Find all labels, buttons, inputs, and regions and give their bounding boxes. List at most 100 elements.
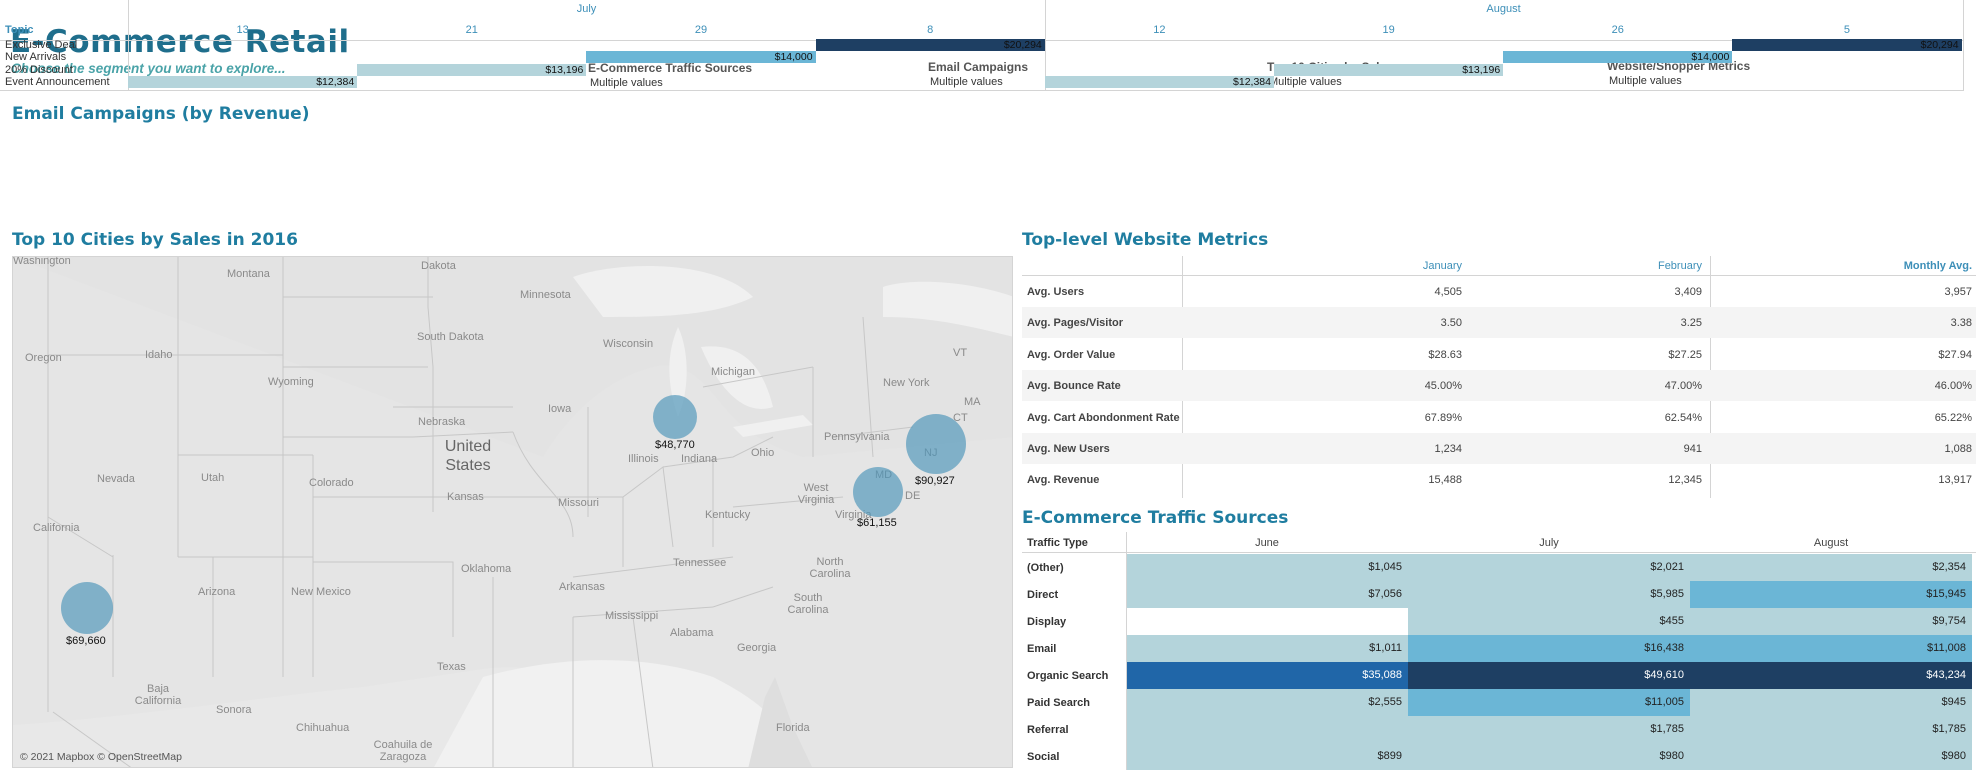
metric-value: 941: [1683, 443, 1702, 455]
traffic-cell[interactable]: $7,056: [1126, 581, 1408, 608]
traffic-col-header: August: [1813, 537, 1849, 549]
map-label: Minnesota: [520, 289, 571, 301]
day-header: 26: [1611, 24, 1624, 36]
traffic-cell[interactable]: $945: [1690, 689, 1972, 716]
city-sales-label: $90,927: [915, 475, 955, 487]
traffic-cell[interactable]: $35,088: [1126, 662, 1408, 689]
metrics-row: Avg. Revenue 15,488 12,345 13,917: [1022, 464, 1976, 495]
traffic-cell[interactable]: $5,985: [1408, 581, 1690, 608]
map-label: Montana: [227, 268, 270, 280]
traffic-cell[interactable]: [1126, 716, 1408, 743]
city-bubble[interactable]: [653, 395, 697, 439]
traffic-cell[interactable]: $980: [1408, 743, 1690, 770]
topic-header: Topic: [5, 24, 34, 36]
metric-value: 3.50: [1440, 317, 1462, 330]
map-label: Nevada: [97, 473, 135, 485]
traffic-cell[interactable]: $49,610: [1408, 662, 1690, 689]
campaign-bar[interactable]: $20,294: [815, 39, 1045, 51]
map-label: North Carolina: [809, 556, 851, 580]
city-bubble[interactable]: [61, 582, 113, 634]
map-label: Tennessee: [673, 557, 727, 569]
city-sales-label: $48,770: [655, 439, 695, 451]
metric-value: 1,234: [1434, 443, 1462, 455]
traffic-cell[interactable]: [1126, 608, 1408, 635]
traffic-cell[interactable]: $15,945: [1690, 581, 1972, 608]
traffic-cell[interactable]: $43,234: [1690, 662, 1972, 689]
map-attribution[interactable]: © 2021 Mapbox © OpenStreetMap: [20, 751, 182, 763]
map-label: New York: [883, 377, 930, 389]
filter-website-metrics[interactable]: Website/Shopper Metrics Multiple values: [1607, 59, 1750, 87]
metric-value: 15,488: [1428, 474, 1462, 487]
map-label: Illinois: [628, 453, 659, 465]
traffic-table: Traffic Type June July August (Other) $1,…: [1022, 532, 1976, 770]
metric-value: $27.25: [1668, 348, 1702, 361]
dashboard-title: E-Commerce Retail: [10, 24, 350, 60]
campaign-bar[interactable]: $13,196: [357, 64, 587, 76]
traffic-cell[interactable]: $1,045: [1126, 554, 1408, 581]
traffic-cell[interactable]: $1,785: [1690, 716, 1972, 743]
traffic-type-label: Referral: [1027, 724, 1069, 736]
map-label: Texas: [437, 661, 466, 673]
traffic-cell[interactable]: $9,754: [1690, 608, 1972, 635]
traffic-cell[interactable]: $11,005: [1408, 689, 1690, 716]
map-label: Mississippi: [605, 610, 659, 622]
metrics-title: Top-level Website Metrics: [1022, 230, 1269, 250]
campaign-bar[interactable]: $20,294: [1732, 39, 1962, 51]
metric-value: 45.00%: [1424, 380, 1462, 393]
filter-email-campaigns[interactable]: Email Campaigns Multiple values: [928, 60, 1028, 88]
map-label: Alabama: [670, 627, 714, 639]
map-label: Missouri: [558, 497, 599, 509]
map-label: Michigan: [711, 366, 756, 378]
map-label: Colorado: [309, 477, 354, 489]
city-bubble[interactable]: [906, 414, 966, 474]
campaign-bar[interactable]: $12,384: [1044, 76, 1274, 88]
traffic-cell[interactable]: $2,021: [1408, 554, 1690, 581]
traffic-cell[interactable]: $2,555: [1126, 689, 1408, 716]
metrics-col-header: January: [1422, 260, 1462, 272]
traffic-cell[interactable]: $455: [1408, 608, 1690, 635]
metric-value: 47.00%: [1664, 380, 1702, 393]
traffic-type-label: Social: [1027, 751, 1060, 763]
traffic-type-label: (Other): [1027, 562, 1064, 574]
day-header: 21: [465, 24, 478, 36]
metric-label: Avg. Revenue: [1027, 474, 1100, 487]
metric-value: 13,917: [1938, 474, 1972, 487]
topic-label: Exclusive Deal: [5, 39, 78, 51]
traffic-cell[interactable]: $1,785: [1408, 716, 1690, 743]
metric-label: Avg. Users: [1027, 286, 1085, 298]
metric-label: Avg. Order Value: [1027, 348, 1116, 361]
filter-traffic-sources[interactable]: E-Commerce Traffic Sources Multiple valu…: [588, 61, 752, 89]
map-label: Utah: [201, 472, 225, 484]
metric-value: 3.38: [1950, 317, 1972, 330]
traffic-cell[interactable]: $2,354: [1690, 554, 1972, 581]
map-label: Dakota: [421, 260, 456, 272]
metrics-row: Avg. New Users 1,234 941 1,088: [1022, 433, 1976, 464]
map-label: Washington: [13, 256, 71, 267]
campaign-bar[interactable]: $13,196: [1274, 64, 1504, 76]
filter-value[interactable]: Multiple values: [1609, 75, 1682, 87]
campaign-bar[interactable]: $14,000: [586, 51, 816, 63]
filter-value[interactable]: Multiple values: [590, 77, 663, 89]
traffic-cell[interactable]: $980: [1690, 743, 1972, 770]
email-campaigns-title: Email Campaigns (by Revenue): [12, 104, 310, 124]
metrics-row: Avg. Pages/Visitor 3.50 3.25 3.38: [1022, 307, 1976, 339]
city-bubble[interactable]: [853, 467, 903, 517]
map-label: Arizona: [198, 586, 236, 598]
map-label: Kansas: [447, 491, 484, 503]
traffic-cell[interactable]: $11,008: [1690, 635, 1972, 662]
topic-label: Event Announcement: [5, 76, 110, 88]
metric-value: 1,088: [1944, 443, 1972, 455]
campaign-bar[interactable]: $12,384: [128, 76, 358, 88]
metrics-row: Avg. Order Value $28.63 $27.25 $27.94: [1022, 339, 1976, 370]
sales-map[interactable]: Washington Montana Dakota Minnesota Sout…: [12, 256, 1013, 768]
map-label: VT: [953, 347, 968, 359]
email-campaigns-chart: July August Topic 13 21 29 8 12 19 26 5 $12,384 $…: [0, 0, 1964, 91]
traffic-col-header: June: [1255, 537, 1279, 549]
traffic-cell[interactable]: $16,438: [1408, 635, 1690, 662]
traffic-type-label: Display: [1027, 616, 1067, 628]
filter-value[interactable]: Multiple values: [930, 76, 1003, 88]
campaign-bar[interactable]: $14,000: [1503, 51, 1733, 63]
traffic-cell[interactable]: $899: [1126, 743, 1408, 770]
traffic-cell[interactable]: $1,011: [1126, 635, 1408, 662]
filter-value[interactable]: Multiple values: [1269, 76, 1342, 88]
